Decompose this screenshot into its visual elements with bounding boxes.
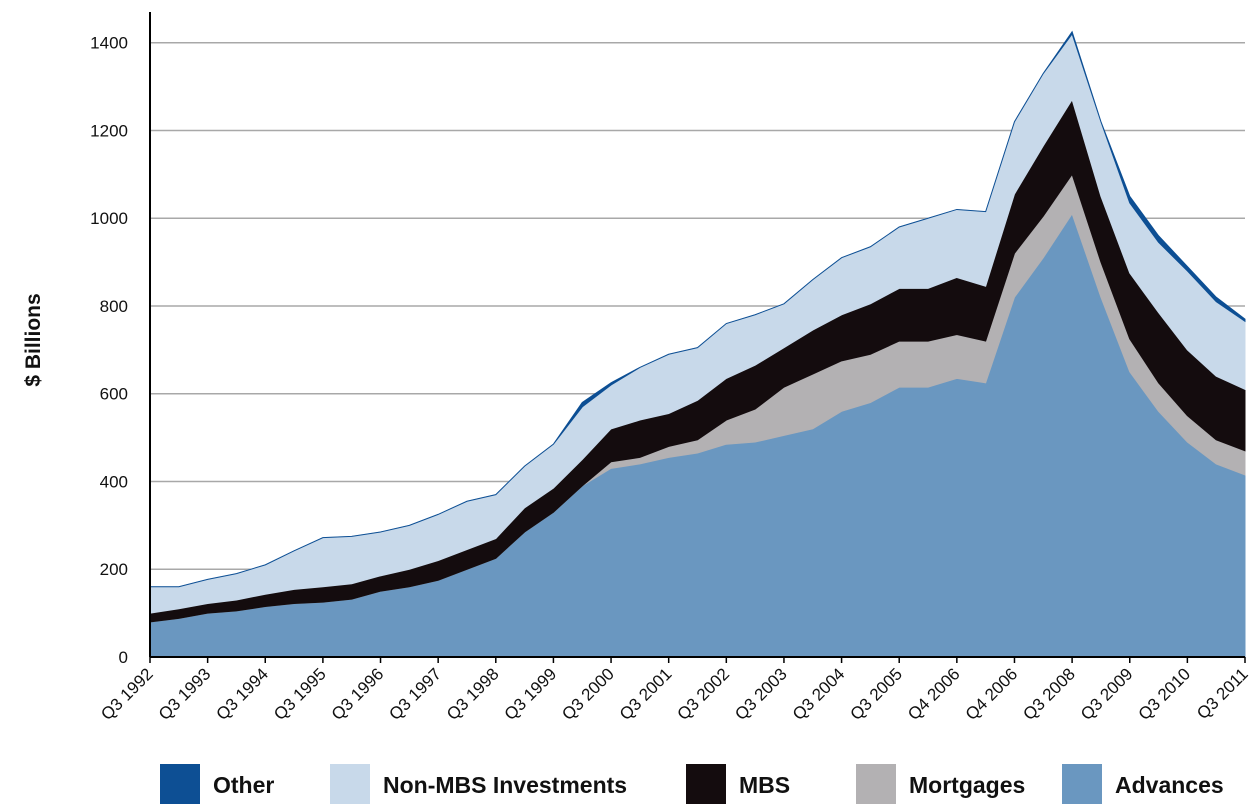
x-tick-label: Q3 1995 (270, 664, 330, 724)
x-tick-label: Q3 2010 (1135, 664, 1195, 724)
y-tick-label: 200 (100, 560, 128, 579)
y-tick-label: 600 (100, 385, 128, 404)
y-axis-label: $ Billions (22, 293, 45, 386)
y-tick-label: 1000 (90, 209, 128, 228)
x-tick-label: Q3 1996 (328, 664, 388, 724)
y-tick-label: 400 (100, 472, 128, 491)
x-tick-label: Q3 1992 (97, 664, 157, 724)
x-tick-label: Q3 2002 (674, 664, 734, 724)
y-tick-label: 0 (119, 648, 128, 667)
x-tick-label: Q3 2003 (731, 664, 791, 724)
y-tick-label: 1200 (90, 121, 128, 140)
legend-label: MBS (739, 772, 790, 798)
x-tick-label: Q3 1993 (155, 664, 215, 724)
x-tick-label: Q3 1999 (501, 664, 561, 724)
legend-label: Non-MBS Investments (383, 772, 627, 798)
x-tick-label: Q3 2001 (616, 664, 676, 724)
x-tick-label: Q3 1994 (213, 664, 273, 724)
x-tick-label: Q3 2000 (558, 664, 618, 724)
legend-swatch (160, 764, 200, 804)
areas (149, 30, 1246, 658)
legend-swatch (1062, 764, 1102, 804)
x-tick-label: Q3 2008 (1019, 664, 1079, 724)
y-tick-label: 800 (100, 297, 128, 316)
x-tick-label: Q3 1998 (443, 664, 503, 724)
x-tick-label: Q3 2009 (1077, 664, 1137, 724)
x-tick-label: Q3 2004 (789, 664, 849, 724)
area (150, 30, 1246, 588)
legend-label: Mortgages (909, 772, 1025, 798)
legend-swatch (686, 764, 726, 804)
legend-swatch (856, 764, 896, 804)
x-tick-label: Q3 2011 (1193, 664, 1252, 723)
y-tick-label: 1400 (90, 34, 128, 53)
x-tick-label: Q4 2006 (904, 664, 964, 724)
legend-swatch (330, 764, 370, 804)
x-tick-label: Q3 1997 (385, 664, 445, 724)
legend-label: Other (213, 772, 274, 798)
x-tick-label: Q4 2006 (962, 664, 1022, 724)
x-tick-label: Q3 2005 (846, 664, 906, 724)
legend-label: Advances (1115, 772, 1224, 798)
